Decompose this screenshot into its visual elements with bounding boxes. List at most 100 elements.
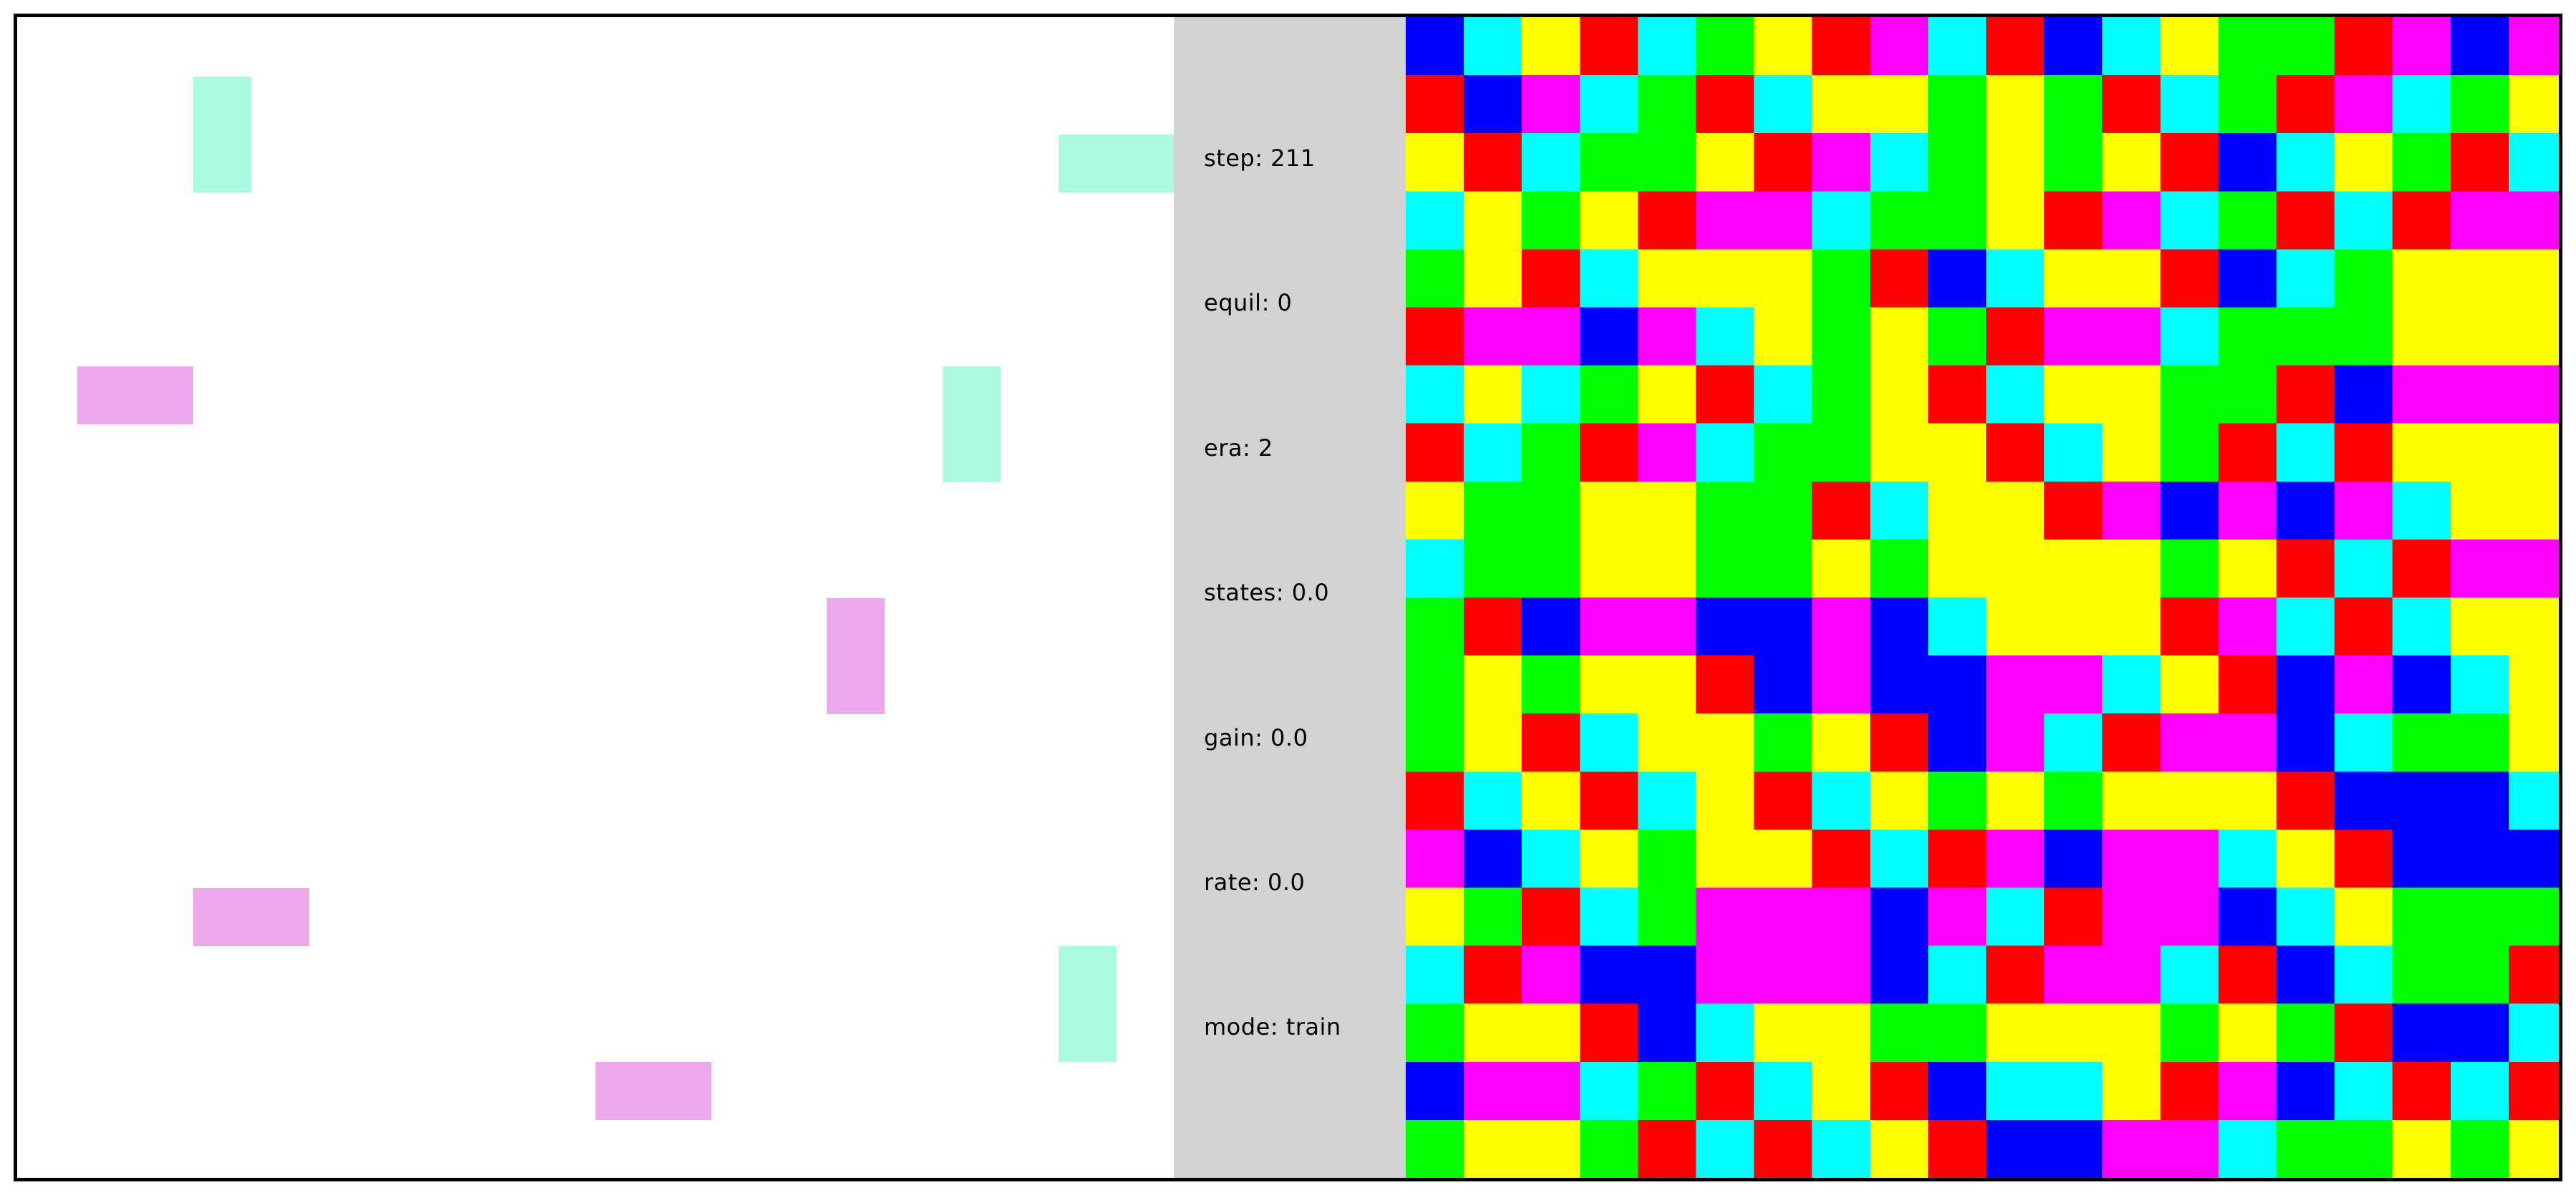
grid-cell — [1522, 945, 1580, 1005]
grid-cell — [1696, 17, 1755, 76]
grid-cell — [1580, 945, 1638, 1005]
grid-cell — [2392, 423, 2451, 482]
grid-cell — [2102, 17, 2161, 76]
grid-cell — [2044, 307, 2103, 366]
grid-cell — [1986, 249, 2045, 308]
equil-readout: equil: 0 — [1204, 289, 1293, 316]
grid-cell — [1522, 655, 1580, 714]
grid-cell — [1928, 598, 1987, 656]
grid-cell — [1464, 655, 1522, 714]
grid-cell — [1812, 481, 1871, 540]
grid-cell — [2218, 75, 2278, 134]
grid-cell — [2392, 1119, 2451, 1178]
grid-cell — [1696, 133, 1755, 192]
grid-cell — [1696, 945, 1755, 1005]
grid-cell — [1986, 423, 2045, 482]
grid-cell — [1812, 771, 1871, 830]
grid-cell — [1638, 365, 1697, 424]
grid-cell — [1754, 887, 1813, 947]
gain-readout: gain: 0.0 — [1204, 724, 1308, 751]
grid-cell — [1870, 539, 1929, 598]
grid-cell — [1928, 539, 1987, 598]
grid-cell — [2508, 771, 2559, 830]
grid-cell — [1464, 945, 1522, 1005]
grid-cell — [2276, 75, 2336, 134]
grid-cell — [1870, 655, 1929, 714]
era-readout: era: 2 — [1204, 434, 1273, 462]
grid-cell — [1812, 75, 1871, 134]
grid-cell — [2160, 655, 2219, 714]
grid-cell — [1580, 655, 1638, 714]
grid-cell — [2508, 713, 2559, 772]
grid-cell — [2392, 829, 2451, 889]
grid-cell — [2102, 133, 2161, 192]
teal-block — [193, 77, 251, 192]
grid-cell — [2102, 771, 2161, 830]
grid-cell — [1754, 17, 1813, 76]
grid-cell — [1870, 829, 1929, 889]
grid-cell — [2508, 539, 2559, 598]
grid-cell — [1754, 829, 1813, 889]
grid-cell — [1580, 481, 1638, 540]
grid-cell — [2218, 423, 2278, 482]
grid-cell — [1754, 133, 1813, 192]
grid-cell — [1522, 191, 1580, 250]
grid-cell — [2276, 655, 2336, 714]
grid-cell — [1696, 887, 1755, 947]
grid-cell — [1522, 1061, 1580, 1121]
grid-cell — [2218, 829, 2278, 889]
grid-cell — [1696, 713, 1755, 772]
grid-cell — [2044, 423, 2103, 482]
grid-cell — [1522, 481, 1580, 540]
grid-cell — [1464, 191, 1522, 250]
grid-cell — [2044, 365, 2103, 424]
pink-block — [77, 366, 193, 424]
grid-cell — [2160, 249, 2219, 308]
grid-cell — [1638, 771, 1697, 830]
grid-cell — [1406, 133, 1464, 192]
grid-cell — [2044, 713, 2103, 772]
grid-cell — [1928, 481, 1987, 540]
stats-panel: step: 211 equil: 0 era: 2 states: 0.0 ga… — [1174, 17, 1406, 1178]
grid-cell — [2392, 365, 2451, 424]
grid-cell — [1754, 307, 1813, 366]
grid-cell — [2276, 829, 2336, 889]
grid-cell — [2508, 75, 2559, 134]
grid-cell — [2334, 307, 2393, 366]
grid-cell — [1696, 423, 1755, 482]
grid-cell — [1870, 365, 1929, 424]
grid-cell — [1870, 307, 1929, 366]
grid-cell — [1928, 249, 1987, 308]
grid-cell — [1986, 1061, 2045, 1121]
color-grid-board — [1406, 17, 2559, 1178]
grid-cell — [2044, 887, 2103, 947]
grid-cell — [1696, 249, 1755, 308]
grid-cell — [1754, 249, 1813, 308]
grid-cell — [2450, 829, 2509, 889]
grid-cell — [1522, 423, 1580, 482]
grid-cell — [2450, 771, 2509, 830]
grid-cell — [1464, 539, 1522, 598]
teal-block — [1059, 135, 1174, 192]
grid-cell — [2218, 598, 2278, 656]
grid-cell — [1522, 249, 1580, 308]
pink-block — [193, 888, 309, 946]
grid-cell — [2508, 1061, 2559, 1121]
grid-cell — [1464, 1061, 1522, 1121]
grid-cell — [2102, 75, 2161, 134]
grid-cell — [1986, 713, 2045, 772]
grid-cell — [1986, 598, 2045, 656]
grid-cell — [2044, 539, 2103, 598]
grid-cell — [2218, 1003, 2278, 1063]
grid-cell — [2450, 423, 2509, 482]
grid-cell — [2450, 191, 2509, 250]
grid-cell — [1406, 365, 1464, 424]
grid-cell — [1986, 75, 2045, 134]
grid-cell — [1580, 829, 1638, 889]
grid-cell — [1986, 1119, 2045, 1178]
grid-cell — [1870, 1061, 1929, 1121]
grid-cell — [1696, 655, 1755, 714]
grid-cell — [1638, 945, 1697, 1005]
grid-cell — [1870, 75, 1929, 134]
grid-cell — [2392, 887, 2451, 947]
